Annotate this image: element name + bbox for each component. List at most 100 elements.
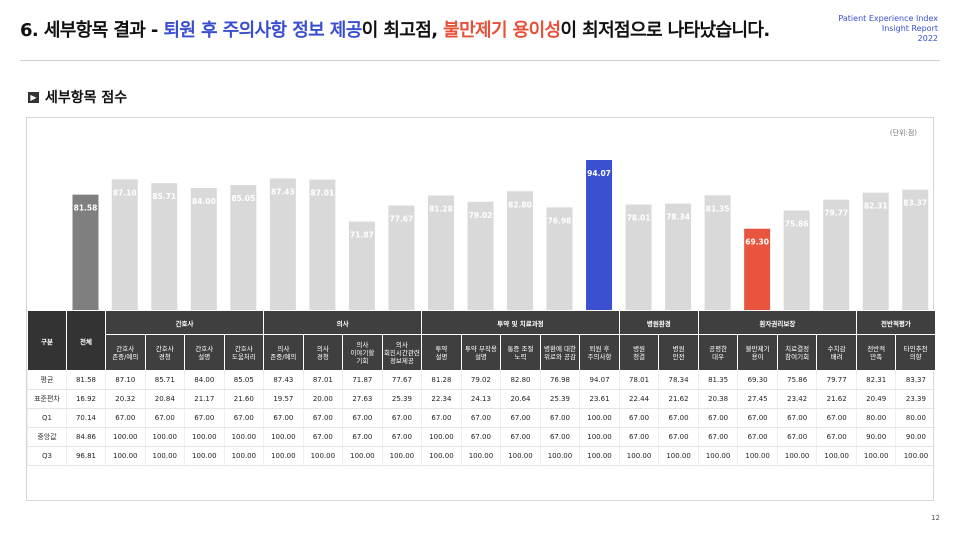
bar-value-label: 81.28 — [429, 204, 453, 213]
table-cell: 25.39 — [381, 389, 422, 409]
column-header-line: 배려 — [830, 352, 843, 361]
table-cell: 100.00 — [223, 427, 264, 447]
table-cell: 67.00 — [500, 408, 541, 428]
table-cell: 67.00 — [697, 427, 738, 447]
table-cell: 67.00 — [421, 408, 462, 428]
table-cell: 100.00 — [895, 446, 936, 466]
column-header-line: 간호사 — [155, 344, 174, 353]
row-label: Q3 — [27, 446, 67, 466]
table-cell: 67.00 — [500, 427, 541, 447]
bar — [586, 160, 613, 310]
bar — [151, 183, 178, 310]
table-cell: 96.81 — [66, 446, 106, 466]
table-cell: 67.00 — [776, 427, 817, 447]
bar-chart: 81.58 87.10 85.71 84.00 85.05 87.43 87.01 71.87… — [72, 160, 929, 310]
bar-value-label: 81.35 — [706, 204, 730, 213]
column-header-line: 안전 — [672, 352, 685, 361]
bar-value-label: 84.00 — [192, 197, 216, 206]
kind-header: 구분 — [27, 310, 67, 371]
table-cell: 67.00 — [618, 408, 659, 428]
column-header-line: 이야기할 — [350, 348, 375, 357]
bar-value-label: 77.67 — [390, 214, 414, 223]
column-header-line: 만족 — [870, 352, 883, 361]
table-cell: 100.00 — [421, 427, 462, 447]
row-label: 중앙값 — [27, 427, 67, 447]
column-header: 의사 존중/예의 — [263, 334, 304, 371]
column-header-line: 병원 — [633, 344, 646, 353]
bar-value-label: 76.98 — [548, 216, 572, 225]
column-header-line: 치료결정 — [785, 344, 810, 353]
table-cell: 100.00 — [816, 446, 857, 466]
bar — [546, 207, 573, 310]
table-cell: 22.44 — [618, 389, 659, 409]
table-cell: 67.00 — [105, 408, 146, 428]
table-cell: 87.10 — [105, 370, 146, 390]
bar — [190, 187, 217, 310]
table-cell: 77.67 — [381, 370, 422, 390]
table-cell: 67.00 — [618, 427, 659, 447]
column-header: 타인추천 의향 — [895, 334, 936, 371]
section-heading: ▶ 세부항목 점수 — [28, 87, 127, 107]
table-cell: 20.49 — [855, 389, 896, 409]
table-cell: 80.00 — [855, 408, 896, 428]
table-cell: 100.00 — [579, 446, 620, 466]
bar — [823, 199, 850, 310]
bar — [467, 201, 494, 310]
table-cell: 67.00 — [184, 408, 225, 428]
table-cell: 82.31 — [855, 370, 896, 390]
bar-value-label: 79.02 — [469, 211, 493, 220]
table-cell: 87.43 — [263, 370, 304, 390]
table-cell: 75.86 — [776, 370, 817, 390]
table-row: 평균 81.58 87.10 85.71 84.00 85.05 87.43 87.01 71.… — [27, 370, 936, 390]
table-cell: 67.00 — [144, 408, 185, 428]
column-header: 병환에 대한 위로와 공감 — [539, 334, 581, 371]
bar-value-label: 78.34 — [666, 213, 690, 222]
bar-value-label: 82.80 — [508, 200, 532, 209]
table-cell: 90.00 — [895, 427, 936, 447]
table-cell: 67.00 — [816, 408, 857, 428]
column-header-line: 공평한 — [709, 344, 728, 353]
table-cell: 67.00 — [737, 427, 778, 447]
page-title: 6. 세부항목 결과 - 퇴원 후 주의사항 정보 제공이 최고점, 불만제기 … — [20, 16, 770, 42]
table-cell: 25.39 — [539, 389, 580, 409]
table-cell: 81.28 — [421, 370, 462, 390]
table-cell: 67.00 — [776, 408, 817, 428]
bar-value-label: 94.07 — [587, 169, 611, 178]
table-cell: 20.84 — [144, 389, 185, 409]
table-cell: 78.34 — [658, 370, 699, 390]
column-header-line: 타인추천 — [903, 344, 928, 353]
table-cell: 82.80 — [500, 370, 541, 390]
table-cell: 16.92 — [66, 389, 106, 409]
table-row: 표준편차 16.92 20.32 20.84 21.17 21.60 19.57 20.00 2… — [27, 389, 936, 409]
table-cell: 67.00 — [539, 427, 580, 447]
table-cell: 67.00 — [302, 408, 343, 428]
bar-value-label: 78.01 — [627, 214, 651, 223]
table-cell: 100.00 — [144, 427, 185, 447]
column-header-line: 기회 — [356, 356, 369, 365]
bar-value-label: 79.77 — [824, 209, 848, 218]
column-header: 의사 회진시간관련 정보제공 — [381, 334, 423, 371]
table-cell: 100.00 — [500, 446, 541, 466]
table-cell: 100.00 — [105, 427, 146, 447]
column-header-line: 간호사 — [195, 344, 214, 353]
table-cell: 69.30 — [737, 370, 778, 390]
table-cell: 23.39 — [895, 389, 936, 409]
row-label: 평균 — [27, 370, 67, 390]
column-header-line: 노력 — [514, 352, 527, 361]
bar — [665, 203, 692, 310]
bar-value-label: 81.58 — [74, 204, 98, 213]
table-cell: 20.38 — [697, 389, 738, 409]
column-header-line: 참여기회 — [785, 352, 810, 361]
column-header-line: 정보제공 — [389, 356, 414, 365]
table-cell: 81.35 — [697, 370, 738, 390]
table-cell: 100.00 — [618, 446, 659, 466]
bar-value-label: 85.71 — [152, 192, 176, 201]
table-cell: 90.00 — [855, 427, 896, 447]
column-header: 병원 청결 — [618, 334, 660, 371]
table-cell: 19.57 — [263, 389, 304, 409]
table-cell: 100.00 — [421, 446, 462, 466]
group-header: 병원환경 — [618, 310, 699, 335]
header-divider — [20, 60, 940, 61]
column-header: 공평한 대우 — [697, 334, 739, 371]
group-header: 환자권리보장 — [697, 310, 857, 335]
